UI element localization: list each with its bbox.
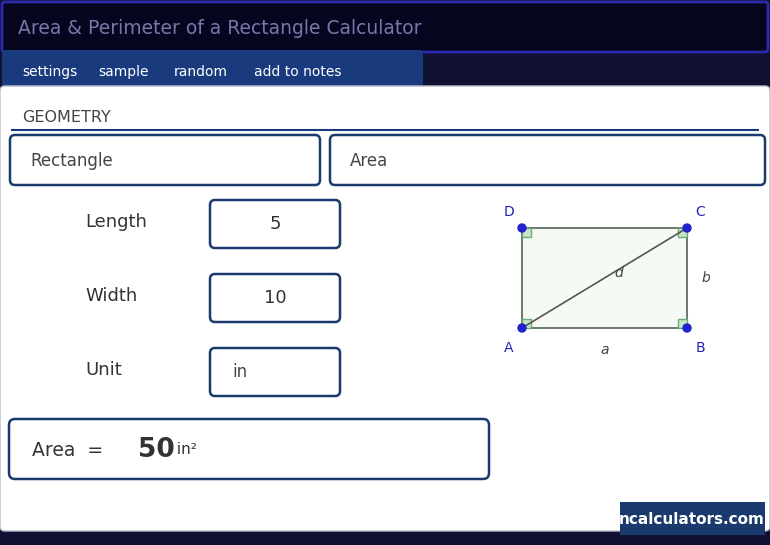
Text: D: D [504, 205, 514, 219]
FancyBboxPatch shape [522, 319, 531, 328]
Text: sample: sample [98, 65, 149, 79]
Text: Length: Length [85, 213, 147, 231]
Text: a: a [601, 343, 609, 357]
Text: C: C [695, 205, 705, 219]
FancyBboxPatch shape [330, 135, 765, 185]
FancyBboxPatch shape [0, 86, 770, 531]
Circle shape [683, 324, 691, 332]
Text: in: in [232, 363, 247, 381]
FancyBboxPatch shape [9, 419, 489, 479]
Text: Width: Width [85, 287, 137, 305]
Text: 10: 10 [263, 289, 286, 307]
FancyBboxPatch shape [210, 274, 340, 322]
Text: Area & Perimeter of a Rectangle Calculator: Area & Perimeter of a Rectangle Calculat… [18, 19, 421, 38]
Text: 50: 50 [138, 437, 175, 463]
Text: Rectangle: Rectangle [30, 152, 112, 170]
Circle shape [518, 224, 526, 232]
FancyBboxPatch shape [678, 228, 687, 237]
FancyBboxPatch shape [522, 228, 531, 237]
Circle shape [518, 324, 526, 332]
Text: b: b [701, 271, 710, 285]
Text: Unit: Unit [85, 361, 122, 379]
FancyBboxPatch shape [10, 135, 320, 185]
FancyBboxPatch shape [210, 200, 340, 248]
FancyBboxPatch shape [210, 348, 340, 396]
Text: d: d [614, 266, 623, 280]
FancyBboxPatch shape [678, 319, 687, 328]
Text: A: A [504, 341, 514, 355]
Text: GEOMETRY: GEOMETRY [22, 111, 111, 125]
Text: 5: 5 [270, 215, 281, 233]
Text: add to notes: add to notes [254, 65, 342, 79]
Text: random: random [174, 65, 228, 79]
Text: settings: settings [22, 65, 77, 79]
FancyBboxPatch shape [2, 50, 423, 92]
Text: Area  =: Area = [32, 440, 109, 459]
Text: Area: Area [350, 152, 388, 170]
FancyBboxPatch shape [2, 2, 768, 52]
FancyBboxPatch shape [522, 228, 687, 328]
Text: in²: in² [172, 443, 197, 457]
FancyBboxPatch shape [620, 502, 765, 535]
Circle shape [683, 224, 691, 232]
Text: ncalculators.com: ncalculators.com [619, 512, 765, 526]
Text: B: B [695, 341, 705, 355]
